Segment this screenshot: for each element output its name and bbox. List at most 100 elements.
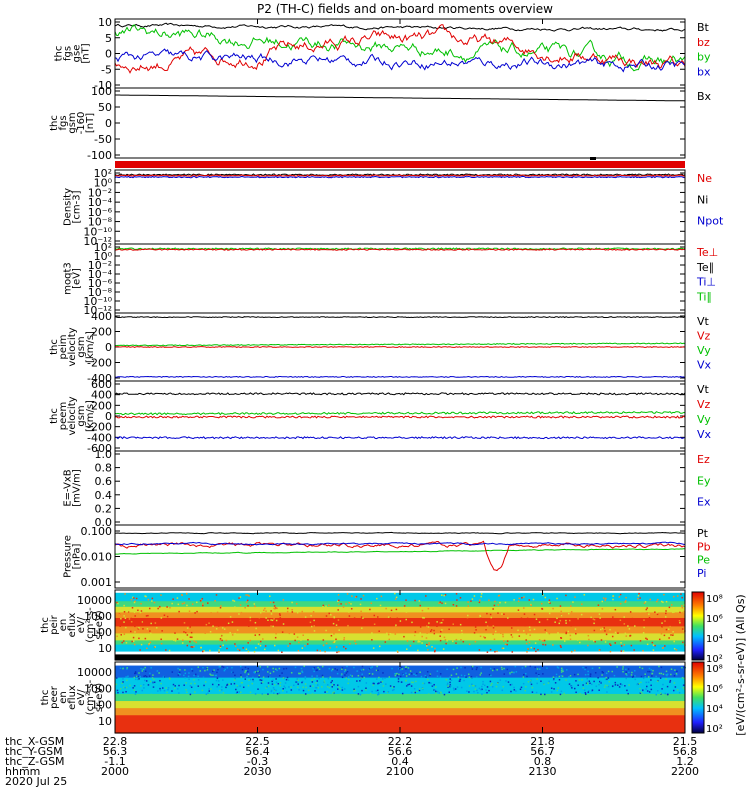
spectrogram-speck (591, 689, 594, 691)
spectrogram-speck (397, 680, 400, 683)
spectrogram-speck (210, 688, 212, 690)
y-axis-label: moqt3[eV] (63, 262, 83, 295)
series-bx (114, 48, 685, 73)
spectrogram-speck (293, 633, 296, 635)
spectrogram-speck (614, 631, 617, 634)
spectrogram-speck (390, 609, 393, 612)
y-tick-label: 5 (105, 32, 112, 45)
spectrogram-band (115, 677, 685, 695)
spectrogram-speck (253, 671, 255, 674)
spectrogram-speck (345, 672, 348, 674)
y-tick-label: 10 (98, 16, 112, 29)
y-tick-label: 0.6 (95, 475, 113, 488)
spectrogram-speck (276, 607, 278, 610)
spectrogram-speck (239, 610, 242, 612)
spectrogram-speck (582, 666, 584, 669)
spectrogram-speck (611, 685, 614, 688)
spectrogram-speck (273, 689, 276, 692)
spectrogram-speck (435, 692, 437, 694)
spectrogram-speck (540, 693, 542, 696)
spectrogram-speck (597, 604, 600, 606)
spectrogram-speck (331, 684, 334, 686)
spectrogram-speck (115, 683, 118, 686)
legend-Vx: Vx (697, 359, 712, 372)
spectrogram-speck (348, 611, 350, 613)
spectrogram-speck (660, 627, 663, 629)
spectrogram-speck (442, 619, 444, 621)
legend-Vy: Vy (697, 344, 711, 357)
spectrogram-speck (506, 640, 509, 642)
spectrogram-band (115, 644, 685, 653)
spectrogram-speck (350, 603, 352, 605)
spectrogram-speck (354, 689, 356, 692)
spectrogram-speck (446, 640, 448, 642)
spectrogram-speck (299, 672, 302, 675)
spectrogram-speck (133, 689, 136, 691)
colorbar-gradient (691, 661, 705, 734)
spectrogram-speck (502, 633, 504, 636)
y-tick-label: 100 (91, 626, 112, 639)
spectrogram-speck (255, 647, 257, 649)
spectrogram-speck (171, 690, 173, 692)
spectrogram-speck (342, 606, 345, 608)
spectrogram-speck (648, 616, 651, 619)
spectrogram-speck (400, 681, 403, 683)
spectrogram-speck (413, 673, 415, 676)
spectrogram-speck (501, 668, 503, 671)
x-row-name: thc_X-GSM (5, 735, 64, 748)
spectrogram-speck (212, 674, 214, 677)
spectrogram-speck (493, 638, 496, 641)
spectrogram-speck (634, 625, 636, 627)
spectrogram-speck (296, 636, 299, 638)
spectrogram-speck (210, 674, 212, 676)
spectrogram-speck (517, 609, 520, 611)
y-tick-label: 0.0 (95, 516, 113, 529)
spectrogram-speck (670, 604, 673, 606)
spectrogram-speck (272, 686, 275, 689)
y-label-line: thc (49, 408, 60, 424)
spectrogram-speck (622, 668, 624, 670)
spectrogram-speck (319, 650, 321, 652)
spectrogram-speck (646, 643, 649, 646)
status-bar (115, 161, 685, 168)
legend-Pe: Pe (697, 554, 710, 567)
spectrogram-speck (266, 609, 269, 611)
spectrogram-speck (371, 673, 374, 675)
spectrogram-speck (591, 667, 594, 670)
spectrogram-speck (478, 649, 481, 651)
spectrogram-speck (560, 669, 563, 672)
spectrogram-speck (409, 645, 412, 647)
spectrogram-speck (234, 643, 236, 645)
spectrogram-speck (448, 628, 450, 631)
spectrogram-speck (680, 610, 683, 613)
spectrogram-speck (245, 601, 248, 603)
spectrogram-speck (638, 682, 640, 685)
spectrogram-speck (369, 608, 371, 611)
spectrogram-speck (604, 599, 606, 601)
spectrogram-speck (315, 682, 317, 684)
spectrogram-speck (659, 692, 662, 695)
spectrogram-speck (645, 688, 647, 690)
y-tick-label: 10⁰ (94, 177, 113, 190)
spectrogram-speck (226, 647, 228, 650)
spectrogram-speck (538, 673, 540, 676)
spectrogram-speck (203, 684, 205, 687)
spectrogram-speck (378, 645, 381, 648)
spectrogram-speck (609, 628, 611, 631)
spectrogram-speck (669, 625, 671, 628)
spectrogram-speck (679, 621, 681, 624)
spectrogram-speck (571, 650, 573, 653)
spectrogram-speck (520, 686, 523, 689)
spectrogram-speck (474, 626, 477, 628)
spectrogram-speck (678, 691, 681, 694)
spectrogram-speck (542, 673, 544, 675)
spectrogram-speck (267, 619, 269, 622)
spectrogram-speck (272, 625, 274, 628)
spectrogram-speck (645, 681, 648, 684)
spectrogram-speck (455, 673, 458, 675)
spectrogram-speck (313, 670, 315, 673)
spectrogram-speck (467, 601, 469, 603)
spectrogram-band (115, 606, 685, 613)
spectrogram-speck (281, 651, 283, 654)
spectrogram-speck (194, 682, 196, 685)
